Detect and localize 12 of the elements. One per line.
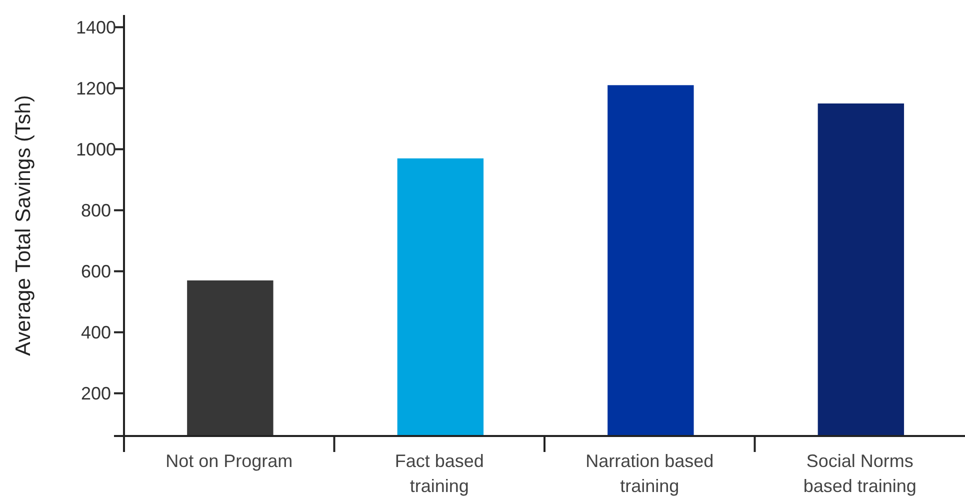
x-tick-label: Not on Program [166,451,293,471]
y-tick-label: 1000 [76,140,116,160]
y-tick-label: 200 [80,384,112,404]
y-axis-title: Average Total Savings (Tsh) [12,95,35,356]
y-tick-label: 800 [80,200,112,221]
y-tick-label: 400 [80,322,112,343]
x-tick-label: Narration based training [586,451,714,496]
y-tick-label: 600 [80,262,112,282]
y-tick-label: 1400 [76,18,116,38]
x-tick-label: Fact based training [394,451,484,496]
y-tick-label: 1200 [76,78,116,99]
x-tick-label: Social Norms based training [803,451,916,496]
